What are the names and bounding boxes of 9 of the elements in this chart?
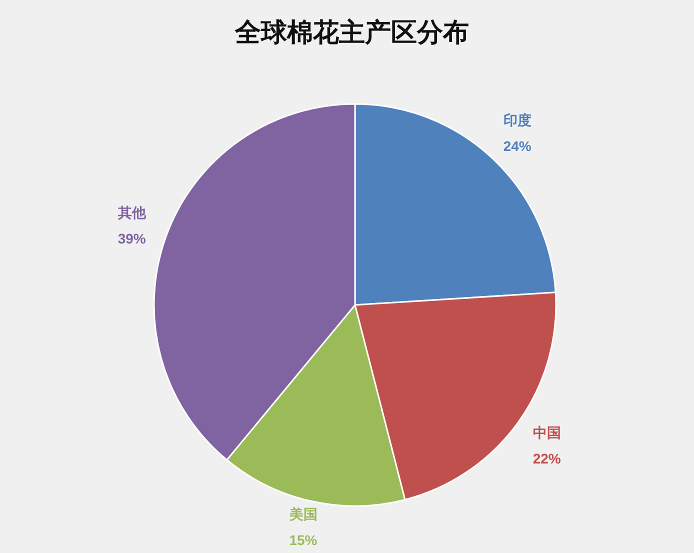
data-label: 39%	[118, 230, 146, 247]
chart-title: 全球棉花主产区分布	[234, 17, 469, 47]
data-label: 15%	[289, 532, 318, 548]
data-label: 22%	[532, 450, 562, 466]
slice-label: 印度	[503, 112, 532, 128]
slice-label: 美国	[288, 506, 318, 522]
slice-label: 中国	[532, 424, 561, 440]
data-label: 24%	[503, 138, 532, 154]
slice-label: 其他	[116, 204, 147, 221]
